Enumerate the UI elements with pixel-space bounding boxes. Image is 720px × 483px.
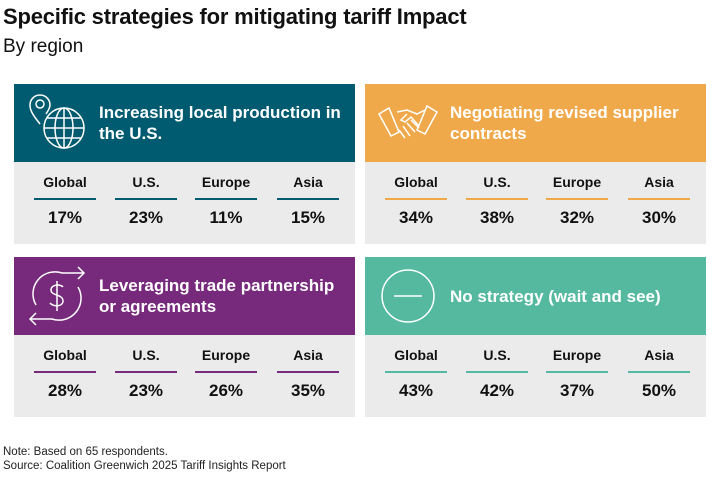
region-cell: Asia 30% <box>628 174 690 228</box>
region-cell: Asia 50% <box>628 347 690 401</box>
percentage-value: 34% <box>398 208 434 227</box>
percentage-value: 17% <box>47 208 83 227</box>
globe-location-icon <box>26 92 88 154</box>
region-cell: Global 28% <box>34 347 96 401</box>
region-cell: Global 43% <box>385 347 447 401</box>
strategy-label: Increasing local production in the U.S. <box>99 103 341 143</box>
region-label: Global <box>43 174 87 190</box>
percentage-value: 37% <box>559 381 595 400</box>
divider <box>115 371 177 373</box>
dollar-exchange-icon <box>26 265 88 327</box>
region-label: Europe <box>552 174 602 190</box>
divider <box>34 198 96 200</box>
minus-circle-icon <box>377 265 439 327</box>
strategy-card: Negotiating revised supplier contracts G… <box>365 84 706 246</box>
percentage-value: 15% <box>290 208 326 227</box>
region-label: U.S. <box>132 174 160 190</box>
source-text: Source: Coalition Greenwich 2025 Tariff … <box>3 460 286 472</box>
region-cell: Global 34% <box>385 174 447 228</box>
strategy-card: Leveraging trade partnership or agreemen… <box>14 257 355 419</box>
divider <box>277 198 339 200</box>
percentage-value: 23% <box>128 208 164 227</box>
percentage-value: 35% <box>290 381 326 400</box>
region-label: Asia <box>644 174 674 190</box>
card-body: Global 43% U.S. 42% Europe 37% Asia 50% <box>365 335 706 417</box>
strategy-card: Increasing local production in the U.S. … <box>14 84 355 246</box>
divider <box>115 198 177 200</box>
divider <box>195 371 257 373</box>
strategy-label: Leveraging trade partnership or agreemen… <box>99 276 335 316</box>
region-cell: Europe 32% <box>546 174 608 228</box>
percentage-value: 26% <box>208 381 244 400</box>
region-cell: U.S. 38% <box>466 174 528 228</box>
region-label: Asia <box>293 347 323 363</box>
region-label: U.S. <box>132 347 160 363</box>
region-label: Global <box>394 347 438 363</box>
region-label: Global <box>394 174 438 190</box>
percentage-value: 42% <box>479 381 515 400</box>
card-body: Global 17% U.S. 23% Europe 11% Asia 15% <box>14 162 355 244</box>
divider <box>195 198 257 200</box>
region-label: Europe <box>552 347 602 363</box>
page-subtitle: By region <box>3 36 84 57</box>
card-body: Global 34% U.S. 38% Europe 32% Asia 30% <box>365 162 706 244</box>
region-label: Europe <box>201 347 251 363</box>
card-body: Global 28% U.S. 23% Europe 26% Asia 35% <box>14 335 355 417</box>
handshake-icon <box>377 92 439 154</box>
footer: Note: Based on 65 respondents. Source: C… <box>3 445 286 473</box>
region-label: Europe <box>201 174 251 190</box>
region-cell: U.S. 23% <box>115 174 177 228</box>
divider <box>34 371 96 373</box>
percentage-value: 28% <box>47 381 83 400</box>
note-text: Note: Based on 65 respondents. <box>3 446 168 458</box>
card-header: Negotiating revised supplier contracts <box>365 84 706 162</box>
region-cell: Europe 37% <box>546 347 608 401</box>
percentage-value: 38% <box>479 208 515 227</box>
region-cell: Europe 26% <box>195 347 257 401</box>
strategy-card: No strategy (wait and see) Global 43% U.… <box>365 257 706 419</box>
divider <box>628 198 690 200</box>
percentage-value: 23% <box>128 381 164 400</box>
region-label: U.S. <box>483 347 511 363</box>
divider <box>385 371 447 373</box>
divider <box>546 198 608 200</box>
region-cell: U.S. 42% <box>466 347 528 401</box>
strategy-label: Negotiating revised supplier contracts <box>450 103 679 143</box>
divider <box>628 371 690 373</box>
percentage-value: 32% <box>559 208 595 227</box>
region-cell: Global 17% <box>34 174 96 228</box>
strategy-label: No strategy (wait and see) <box>450 286 661 306</box>
divider <box>277 371 339 373</box>
region-cell: U.S. 23% <box>115 347 177 401</box>
percentage-value: 43% <box>398 381 434 400</box>
divider <box>385 198 447 200</box>
card-header: Increasing local production in the U.S. <box>14 84 355 162</box>
card-header: No strategy (wait and see) <box>365 257 706 335</box>
percentage-value: 30% <box>641 208 677 227</box>
divider <box>466 198 528 200</box>
page-title: Specific strategies for mitigating tarif… <box>3 4 467 29</box>
divider <box>466 371 528 373</box>
divider <box>546 371 608 373</box>
percentage-value: 50% <box>641 381 677 400</box>
region-label: Asia <box>293 174 323 190</box>
card-header: Leveraging trade partnership or agreemen… <box>14 257 355 335</box>
region-cell: Asia 15% <box>277 174 339 228</box>
region-cell: Europe 11% <box>195 174 257 228</box>
region-label: Asia <box>644 347 674 363</box>
region-label: U.S. <box>483 174 511 190</box>
region-cell: Asia 35% <box>277 347 339 401</box>
percentage-value: 11% <box>209 208 243 227</box>
region-label: Global <box>43 347 87 363</box>
